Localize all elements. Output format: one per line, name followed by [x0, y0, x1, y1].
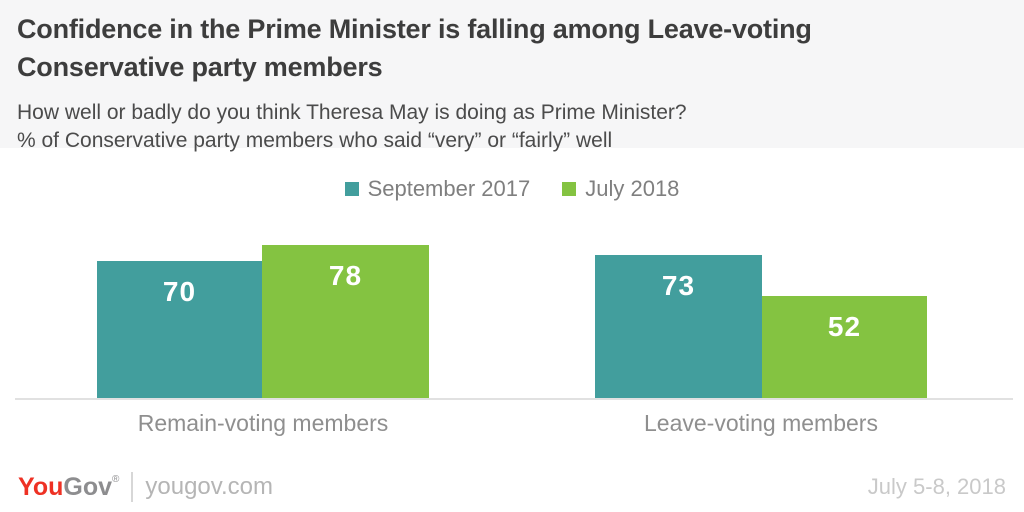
x-axis-line: [15, 398, 1013, 400]
yougov-logo-gov: Gov: [63, 472, 112, 501]
chart-subtitle-line-2: % of Conservative party members who said…: [17, 129, 613, 152]
footer-separator: [131, 472, 134, 502]
yougov-logo-you: You: [18, 472, 64, 501]
chart-legend: September 2017 July 2018: [0, 176, 1024, 202]
chart-title-line-2: Conservative party members: [17, 52, 383, 82]
chart-subtitle-line-1: How well or badly do you think Theresa M…: [17, 101, 687, 124]
legend-item-july-2018: July 2018: [562, 176, 679, 202]
footer: You Gov ® yougov.com July 5-8, 2018: [18, 472, 1006, 502]
category-label-leave: Leave-voting members: [644, 410, 878, 436]
legend-swatch-september-2017-icon: [344, 182, 359, 196]
header: Confidence in the Prime Minister is fall…: [0, 0, 1024, 152]
legend-label-july-2018: July 2018: [585, 176, 680, 201]
yougov-logo: You Gov ® yougov.com: [18, 472, 273, 502]
bar-leave-july-2018: 52: [762, 296, 927, 398]
bar-value-label: 70: [162, 276, 197, 307]
category-label-remain: Remain-voting members: [137, 410, 389, 436]
chart-title-line-1: Confidence in the Prime Minister is fall…: [17, 14, 812, 44]
legend-label-september-2017: September 2017: [367, 176, 531, 201]
registered-mark-icon: ®: [112, 474, 120, 485]
bar-value-label: 52: [827, 311, 862, 342]
bar-value-label: 73: [661, 270, 696, 301]
yougov-url: yougov.com: [145, 473, 273, 500]
chart-subtitle: How well or badly do you think Theresa M…: [17, 99, 1024, 155]
legend-swatch-july-2018-icon: [562, 182, 577, 196]
bar-remain-july-2018: 78: [262, 245, 429, 398]
bar-value-label: 78: [328, 260, 363, 291]
bar-leave-september-2017: 73: [595, 255, 762, 398]
fieldwork-date: July 5-8, 2018: [867, 474, 1006, 499]
legend-item-september-2017: September 2017: [344, 176, 531, 202]
bar-remain-september-2017: 70: [97, 261, 262, 398]
